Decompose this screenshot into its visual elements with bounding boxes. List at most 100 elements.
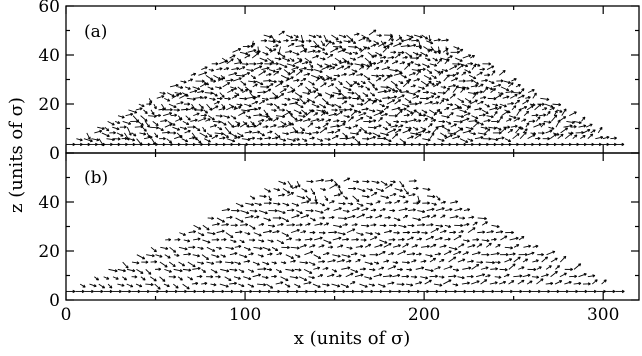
vector-arrow-head bbox=[360, 274, 364, 277]
vector-arrow-head bbox=[483, 96, 487, 100]
vector-arrow bbox=[387, 265, 396, 270]
vector-arrow bbox=[270, 124, 277, 128]
vector-arrow-head bbox=[272, 71, 276, 73]
vector-arrow-head bbox=[193, 291, 197, 294]
vector-arrow bbox=[493, 84, 501, 88]
vector-arrow-head bbox=[291, 76, 294, 80]
vector-arrow bbox=[277, 223, 284, 226]
vector-arrow-head bbox=[325, 102, 329, 105]
vector-arrow-head bbox=[471, 216, 475, 219]
vector-arrow bbox=[364, 261, 373, 265]
vector-arrow-head bbox=[509, 118, 512, 122]
vector-arrow bbox=[343, 65, 351, 70]
vector-arrow bbox=[284, 283, 291, 288]
vector-arrow bbox=[249, 210, 258, 212]
vector-arrow-head bbox=[308, 223, 311, 226]
vector-arrow-head bbox=[243, 111, 246, 115]
vector-arrow-head bbox=[515, 94, 518, 97]
vector-arrow-head bbox=[340, 245, 344, 248]
vector-arrow bbox=[218, 107, 226, 111]
vector-arrow-head bbox=[497, 252, 500, 256]
vector-arrow bbox=[352, 195, 360, 202]
vector-arrow-head bbox=[405, 215, 409, 218]
vector-arrow bbox=[356, 232, 364, 236]
vector-arrow bbox=[98, 283, 105, 289]
vector-arrow-head bbox=[194, 138, 198, 141]
vector-arrow bbox=[353, 80, 360, 86]
vector-arrow-head bbox=[218, 87, 222, 90]
vector-arrow bbox=[370, 192, 378, 197]
vector-arrow bbox=[301, 188, 308, 193]
vector-arrow-head bbox=[447, 107, 450, 110]
vector-arrow-head bbox=[442, 99, 445, 103]
vector-arrow bbox=[238, 283, 245, 287]
vector-arrow-head bbox=[526, 128, 528, 132]
vector-arrow-head bbox=[418, 46, 422, 50]
vector-arrow-head bbox=[219, 115, 223, 118]
vector-arrow bbox=[221, 223, 229, 226]
vector-arrow bbox=[386, 99, 395, 105]
vector-arrow-head bbox=[441, 70, 444, 74]
vector-arrow-head bbox=[491, 230, 494, 234]
vector-arrow-head bbox=[214, 124, 217, 128]
vector-arrow-head bbox=[269, 63, 273, 66]
vector-arrow-head bbox=[274, 97, 278, 100]
vector-arrow-head bbox=[396, 121, 400, 124]
vector-arrow bbox=[239, 51, 248, 55]
vector-arrow-head bbox=[424, 232, 428, 235]
vector-arrow-head bbox=[485, 79, 488, 83]
vector-arrow bbox=[191, 132, 198, 141]
vector-arrow bbox=[463, 86, 470, 90]
vector-arrow bbox=[374, 244, 383, 248]
vector-arrow bbox=[550, 257, 558, 263]
vector-arrow-head bbox=[575, 291, 579, 294]
vector-arrow-head bbox=[302, 116, 306, 118]
vector-arrow bbox=[435, 224, 443, 227]
vector-arrow bbox=[171, 94, 180, 99]
vector-arrow bbox=[97, 126, 105, 130]
vector-arrow-head bbox=[431, 236, 434, 239]
vector-arrow-head bbox=[286, 291, 290, 294]
vector-arrow bbox=[285, 268, 295, 272]
vector-arrow-head bbox=[362, 214, 365, 217]
vector-arrow bbox=[393, 217, 401, 221]
vector-arrow bbox=[230, 115, 237, 120]
vector-arrow bbox=[366, 115, 373, 119]
vector-arrow bbox=[486, 230, 494, 234]
vector-arrow-head bbox=[570, 269, 573, 272]
y-tick-label: 40 bbox=[38, 193, 60, 213]
vector-arrow bbox=[309, 244, 316, 248]
vector-arrow bbox=[518, 266, 525, 270]
vector-arrow-head bbox=[327, 139, 331, 141]
vector-arrow bbox=[540, 97, 550, 101]
vector-arrow-head bbox=[324, 82, 327, 86]
vector-arrow bbox=[490, 268, 498, 270]
vector-arrow-head bbox=[403, 250, 407, 254]
vector-arrow bbox=[491, 224, 500, 228]
vector-arrow bbox=[498, 70, 506, 76]
vector-arrow bbox=[405, 283, 413, 286]
vector-arrow-head bbox=[274, 124, 277, 128]
vector-arrow-head bbox=[606, 136, 610, 140]
vector-arrow bbox=[209, 97, 216, 101]
vector-arrow bbox=[240, 210, 250, 214]
vector-arrow bbox=[490, 252, 500, 256]
vector-arrow bbox=[279, 88, 287, 93]
vector-arrow bbox=[453, 120, 463, 123]
vector-arrow bbox=[440, 57, 449, 61]
vector-arrow-head bbox=[500, 93, 504, 96]
vector-arrow-head bbox=[252, 97, 256, 100]
vector-arrow bbox=[278, 30, 285, 36]
vector-arrow-head bbox=[311, 122, 314, 126]
vector-arrow bbox=[402, 129, 411, 134]
vector-arrow-head bbox=[234, 72, 238, 76]
vector-arrow-head bbox=[273, 110, 277, 112]
vector-arrow-head bbox=[396, 133, 399, 137]
vector-arrow bbox=[214, 132, 224, 135]
vector-arrow-head bbox=[260, 62, 264, 66]
vector-arrow-head bbox=[258, 274, 261, 277]
vector-arrow bbox=[373, 112, 383, 117]
vector-arrow bbox=[494, 276, 502, 278]
vector-arrow bbox=[173, 268, 183, 272]
